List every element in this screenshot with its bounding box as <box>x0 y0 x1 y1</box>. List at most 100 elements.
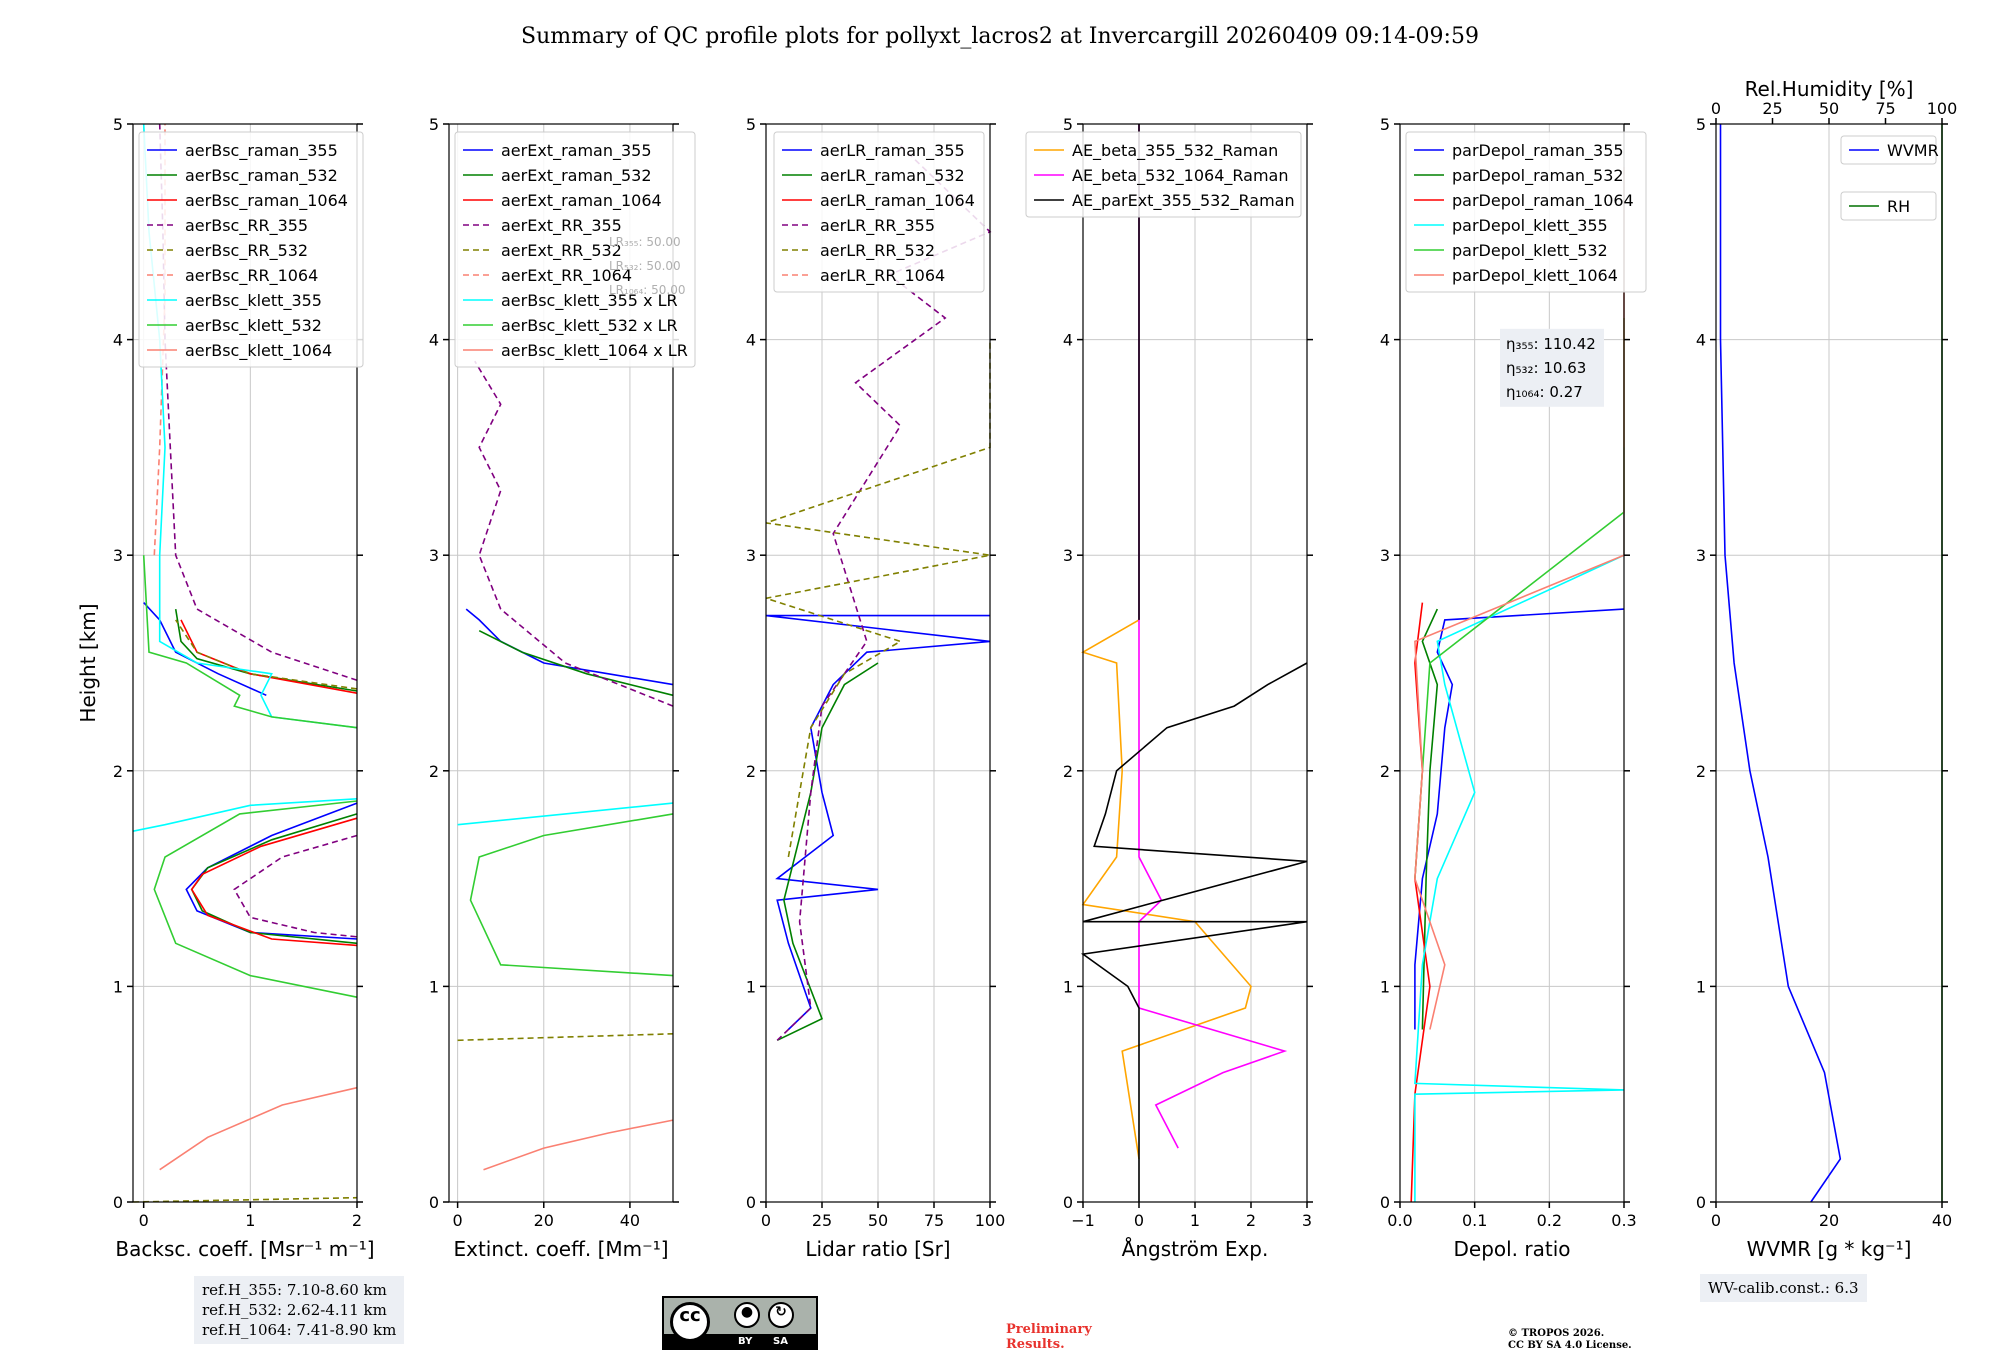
legend-label: aerExt_RR_1064 <box>501 266 632 286</box>
legend-label: aerExt_raman_1064 <box>501 191 662 211</box>
series-line-AE_beta_532_1064_Raman <box>1138 124 1288 1149</box>
x-tick-label: 2 <box>352 1211 362 1230</box>
legend-label: aerExt_raman_532 <box>501 166 652 186</box>
axes-frame <box>132 123 358 1203</box>
y-tick-label: 2 <box>429 762 439 781</box>
x-tick-label: 0 <box>139 1211 149 1230</box>
series-line-aerLR_raman_532 <box>776 662 879 1042</box>
series-line-aerBsc_raman_532 <box>174 608 358 692</box>
x-tick-label: 25 <box>812 1211 832 1230</box>
legend-label: aerBsc_RR_355 <box>185 216 308 236</box>
annotation-label: η₅₃₂: 10.63 <box>1506 359 1586 377</box>
x-axis-label: Extinct. coeff. [Mm⁻¹] <box>453 1237 668 1261</box>
y-tick-label: 0 <box>1696 1193 1706 1212</box>
y-tick-label: 3 <box>746 546 756 565</box>
legend-label: aerBsc_klett_1064 x LR <box>501 341 688 361</box>
figure-title: Summary of QC profile plots for pollyxt_… <box>521 24 1479 49</box>
legend-label: aerExt_RR_355 <box>501 216 622 236</box>
x-tick-label: 2 <box>1246 1211 1256 1230</box>
y-tick-label: 4 <box>429 331 439 350</box>
legend-box <box>1025 131 1302 218</box>
y-tick-label: 3 <box>1380 546 1390 565</box>
legend-label: WVMR <box>1887 141 1939 160</box>
x-tick-label: 0 <box>761 1211 771 1230</box>
copyright-notice: © TROPOS 2026. CC BY SA 4.0 License. <box>1508 1328 1632 1351</box>
y-tick-label: 1 <box>429 977 439 996</box>
x-tick-label: 0 <box>1711 1211 1721 1230</box>
y-tick-label: 4 <box>1696 331 1706 350</box>
x-axis-label: Backsc. coeff. [Msr⁻¹ m⁻¹] <box>115 1237 374 1261</box>
legend-label: AE_parExt_355_532_Raman <box>1072 191 1295 211</box>
legend-label: aerBsc_klett_1064 <box>185 341 332 361</box>
series-line-WVMR <box>1719 124 1842 1203</box>
series-line-parDepol_klett_1064 <box>1414 167 1625 1030</box>
y-tick-label: 3 <box>113 546 123 565</box>
x-tick-label: 0.0 <box>1387 1211 1412 1230</box>
legend-box <box>138 131 364 368</box>
legend-label: parDepol_klett_1064 <box>1452 266 1618 286</box>
y-tick-label: 5 <box>113 115 123 134</box>
x-tick-label: 0.3 <box>1611 1211 1636 1230</box>
y-tick-label: 5 <box>1063 115 1073 134</box>
series-line-aerBsc_klett_1064 <box>159 1086 358 1171</box>
legend-label: aerLR_raman_532 <box>820 166 965 186</box>
y-tick-label: 5 <box>429 115 439 134</box>
reference-height-box: ref.H_355: 7.10-8.60 km ref.H_532: 2.62-… <box>194 1276 405 1344</box>
x-axis-label: Ångström Exp. <box>1122 1237 1269 1261</box>
wv-calib-box: WV-calib.const.: 6.3 <box>1700 1274 1867 1302</box>
y-tick-label: 2 <box>1380 762 1390 781</box>
series-line-aerBsc_klett_355 x LR <box>457 802 674 826</box>
x2-tick-label: 50 <box>1819 99 1839 118</box>
x2-tick-label: 25 <box>1762 99 1782 118</box>
panel-lr <box>760 123 996 1208</box>
x-tick-label: 75 <box>924 1211 944 1230</box>
y-tick-label: 2 <box>113 762 123 781</box>
x-tick-label: −1 <box>1071 1211 1095 1230</box>
x2-axis-label: Rel.Humidity [%] <box>1745 77 1914 101</box>
series-line-AE_beta_355_532_Raman <box>1081 619 1252 1160</box>
x2-tick-label: 75 <box>1875 99 1895 118</box>
series-line-aerBsc_raman_355 <box>143 602 267 697</box>
series-line-aerBsc_RR_355 <box>158 123 358 681</box>
series-line-aerBsc_RR_532 <box>132 1196 358 1203</box>
annotation-box <box>1500 328 1604 407</box>
series-line-aerBsc_RR_355 <box>233 834 358 938</box>
cc-license-logo: cc ● ↻ BY SA <box>662 1296 818 1350</box>
legend-label: RH <box>1887 197 1910 216</box>
x-tick-label: 40 <box>1932 1211 1952 1230</box>
y-tick-label: 5 <box>746 115 756 134</box>
panel-ae <box>1025 123 1313 1208</box>
legend-label: aerBsc_klett_355 x LR <box>501 291 678 311</box>
legend-box <box>454 131 696 368</box>
legend-label: parDepol_klett_532 <box>1452 241 1608 261</box>
y-tick-label: 5 <box>1696 115 1706 134</box>
legend-label: aerLR_RR_355 <box>820 216 935 236</box>
legend-label: aerExt_raman_355 <box>501 141 652 161</box>
series-line-aerBsc_raman_1064 <box>180 619 358 694</box>
series-line-parDepol_klett_355 <box>1414 447 1625 1202</box>
series-line-aerBsc_raman_355 <box>185 802 358 940</box>
x-tick-label: 0 <box>1134 1211 1144 1230</box>
series-line-aerBsc_klett_532 <box>142 555 358 729</box>
x-axis-label: Lidar ratio [Sr] <box>805 1237 950 1261</box>
refh-1064: ref.H_1064: 7.41-8.90 km <box>202 1321 397 1339</box>
annotation-label: LR₅₃₂: 50.00 <box>609 259 681 273</box>
legend-label: aerLR_RR_1064 <box>820 266 945 286</box>
legend-label: aerExt_RR_532 <box>501 241 622 261</box>
legend-box <box>1840 135 1937 165</box>
x-tick-label: 40 <box>620 1211 640 1230</box>
wv-calib-text: WV-calib.const.: 6.3 <box>1708 1279 1859 1297</box>
y-tick-label: 2 <box>1063 762 1073 781</box>
y-tick-label: 0 <box>1063 1193 1073 1212</box>
x2-tick-label: 100 <box>1927 99 1958 118</box>
legend-label: aerBsc_raman_1064 <box>185 191 348 211</box>
series-line-aerExt_RR_532 <box>457 1033 674 1042</box>
series-line-aerBsc_klett_532 <box>153 800 358 998</box>
sa-icon: ↻ <box>768 1302 794 1328</box>
y-tick-label: 2 <box>746 762 756 781</box>
y-tick-label: 3 <box>1063 546 1073 565</box>
x-tick-label: 0.2 <box>1537 1211 1562 1230</box>
legend-label: aerBsc_klett_532 <box>185 316 322 336</box>
y-tick-label: 0 <box>429 1193 439 1212</box>
